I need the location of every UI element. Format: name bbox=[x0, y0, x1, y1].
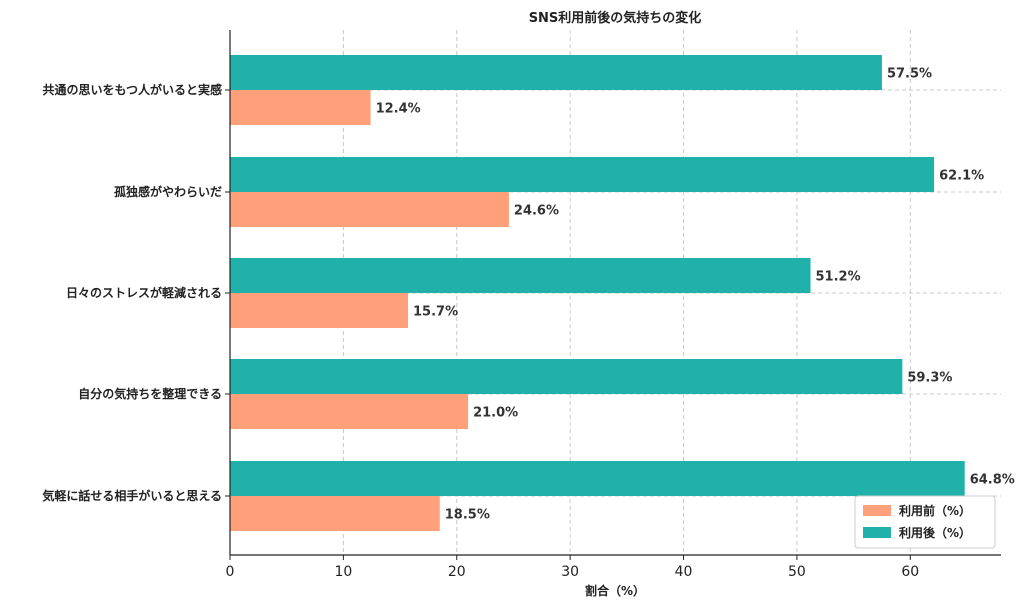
data-label-before: 24.6% bbox=[514, 204, 559, 219]
bar-after bbox=[230, 157, 935, 192]
legend-label-before: 利用前（%） bbox=[899, 503, 971, 518]
axes: 0 10 20 30 40 50 60 共通の思いをもつ人がいると実感孤独感がやわらいだ日々の… bbox=[42, 30, 1001, 580]
data-label-before: 15.7% bbox=[413, 305, 458, 320]
category-label: 自分の気持ちを整理できる bbox=[78, 386, 222, 401]
x-tick-label: 60 bbox=[901, 564, 919, 580]
x-tick-label: 50 bbox=[788, 564, 806, 580]
bar-before bbox=[230, 192, 509, 227]
bar-before bbox=[230, 90, 371, 125]
category-label: 孤独感がやわらいだ bbox=[114, 184, 222, 199]
legend-swatch-before bbox=[863, 505, 891, 516]
chart-title: SNS利用前後の気持ちの変化 bbox=[529, 10, 702, 26]
bar-after bbox=[230, 461, 965, 496]
x-tick-label: 40 bbox=[675, 564, 693, 580]
bar-after bbox=[230, 258, 811, 293]
data-label-before: 12.4% bbox=[376, 102, 421, 117]
data-label-before: 18.5% bbox=[445, 508, 490, 523]
legend: 利用前（%） 利用後（%） bbox=[854, 495, 996, 549]
bars bbox=[230, 55, 965, 531]
data-label-after: 59.3% bbox=[907, 371, 952, 386]
data-labels: 57.5% 12.4% 62.1% 24.6% 51.2% 15.7% 59.3% 21.0%… bbox=[376, 67, 1015, 523]
legend-swatch-after bbox=[863, 527, 891, 538]
legend-label-after: 利用後（%） bbox=[899, 525, 971, 540]
bar-before bbox=[230, 394, 469, 429]
category-label: 共通の思いをもつ人がいると実感 bbox=[42, 82, 222, 97]
bar-after bbox=[230, 359, 903, 394]
x-tick-label: 20 bbox=[448, 564, 466, 580]
bar-after bbox=[230, 55, 882, 90]
bar-before bbox=[230, 293, 409, 328]
data-label-after: 64.8% bbox=[970, 473, 1015, 488]
bar-before bbox=[230, 496, 440, 531]
data-label-after: 57.5% bbox=[887, 67, 932, 82]
x-axis-label: 割合（%） bbox=[585, 583, 645, 598]
x-tick-label: 10 bbox=[334, 564, 352, 580]
data-label-before: 21.0% bbox=[473, 406, 518, 421]
category-label: 日々のストレスが軽減される bbox=[66, 285, 222, 300]
data-label-after: 51.2% bbox=[816, 270, 861, 285]
category-label: 気軽に話せる相手がいると思える bbox=[42, 488, 222, 503]
x-tick-label: 0 bbox=[226, 564, 235, 580]
data-label-after: 62.1% bbox=[939, 169, 984, 184]
x-tick-label: 30 bbox=[561, 564, 579, 580]
